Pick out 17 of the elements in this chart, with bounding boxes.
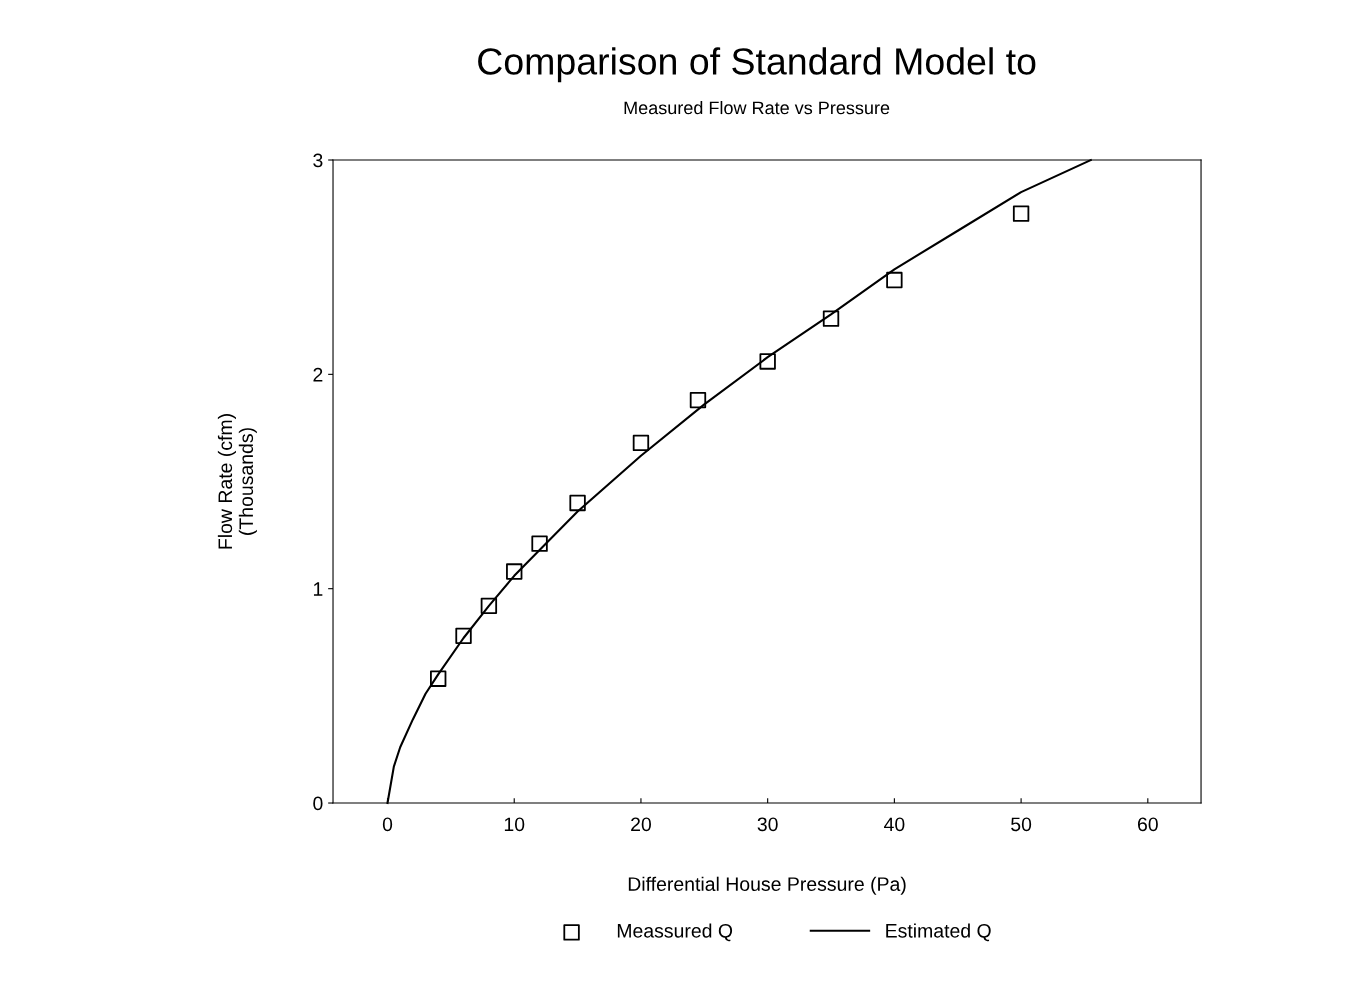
x-tick-label: 10 xyxy=(504,817,525,832)
y-tick-label: 2 xyxy=(313,367,323,382)
legend-label: Estimated Q xyxy=(886,923,991,942)
y-tick-label: 3 xyxy=(313,153,323,168)
y-axis-title: Flow Rate (cfm) (Thousands) xyxy=(217,414,257,549)
x-tick-label: 60 xyxy=(1137,817,1158,832)
y-tick-label: 1 xyxy=(313,582,323,596)
y-tick-label: 0 xyxy=(313,796,323,811)
x-tick-label: 50 xyxy=(1011,817,1032,832)
x-tick-label: 0 xyxy=(382,817,393,832)
x-tick-label: 40 xyxy=(884,817,905,832)
x-tick-label: 30 xyxy=(757,817,778,832)
legend-label: Meassured Q xyxy=(617,923,733,942)
x-tick-label: 20 xyxy=(631,817,651,832)
chart-subtitle: Measured Flow Rate vs Pressure xyxy=(624,101,890,115)
x-axis-title: Differential House Pressure (Pa) xyxy=(628,876,906,895)
chart-title: Comparison of Standard Model to xyxy=(478,47,1036,83)
